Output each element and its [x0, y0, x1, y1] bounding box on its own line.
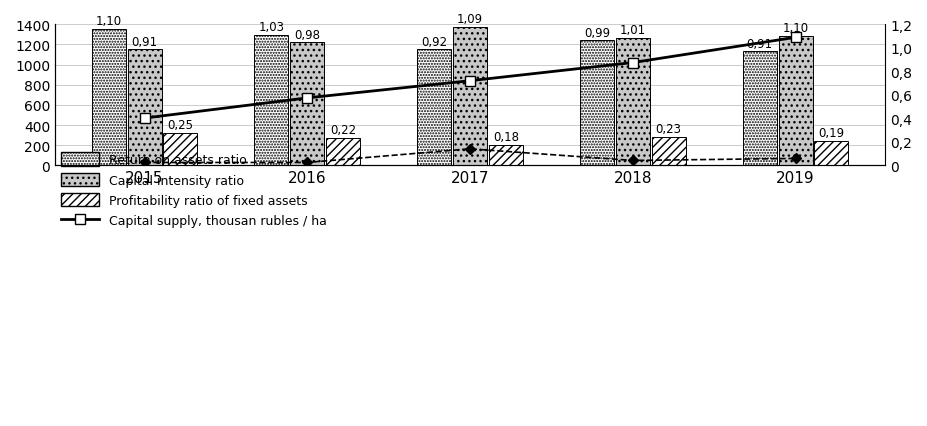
Legend: Return on assets ratio, Capital intensity ratio, Profitability ratio of fixed as: Return on assets ratio, Capital intensit…	[61, 153, 326, 227]
Bar	[326, 139, 360, 166]
Capital supply, thousan rubles / ha	[301, 96, 312, 101]
Text: 0,99: 0,99	[584, 26, 610, 40]
Capital supply, thousan rubles / ha	[139, 116, 150, 121]
Bar	[163, 133, 197, 166]
Text: 0,25: 0,25	[167, 118, 194, 132]
Capital supply, thousan rubles / ha	[628, 61, 639, 66]
Bar	[453, 28, 487, 166]
Text: 0,23: 0,23	[655, 123, 681, 136]
Text: 0,91: 0,91	[132, 35, 158, 49]
Bar	[489, 145, 523, 166]
Bar	[815, 141, 848, 166]
Line: Capital supply, thousan rubles / ha: Capital supply, thousan rubles / ha	[140, 33, 801, 124]
Text: 0,98: 0,98	[294, 29, 321, 41]
Text: 1,09: 1,09	[457, 13, 483, 26]
Capital supply, thousan rubles / ha	[790, 36, 801, 41]
Text: 1,01: 1,01	[620, 24, 646, 37]
Bar	[652, 138, 686, 166]
Text: 0,18: 0,18	[493, 131, 519, 144]
Text: 1,03: 1,03	[259, 21, 285, 35]
Bar	[743, 52, 777, 166]
Text: 0,22: 0,22	[330, 124, 356, 137]
Bar	[616, 39, 650, 166]
Bar	[417, 50, 451, 166]
Bar	[128, 50, 161, 166]
Bar	[255, 36, 288, 166]
Bar	[779, 37, 813, 166]
Capital supply, thousan rubles / ha	[464, 79, 476, 84]
Text: 0,92: 0,92	[421, 35, 448, 49]
Bar	[290, 43, 324, 166]
Text: 1,10: 1,10	[95, 15, 121, 29]
Bar	[580, 41, 614, 166]
Text: 0,19: 0,19	[819, 127, 844, 140]
Text: 1,10: 1,10	[782, 23, 808, 35]
Text: 0,91: 0,91	[747, 37, 773, 51]
Bar	[92, 30, 126, 166]
